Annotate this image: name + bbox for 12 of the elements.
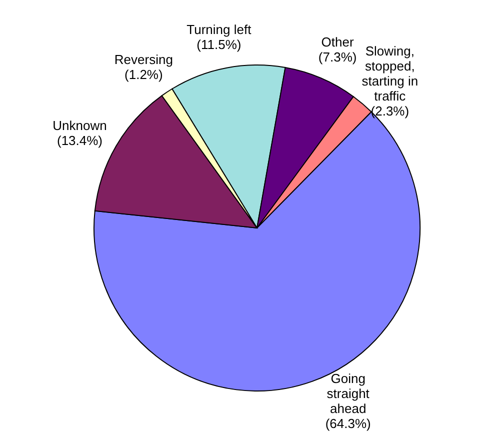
data-label: (64.3%) <box>325 416 371 431</box>
slice-label: Turning left <box>186 22 252 37</box>
slice-label: Going straight ahead <box>326 371 370 416</box>
data-label: (13.4%) <box>56 133 103 148</box>
slice-label: Other <box>321 34 354 50</box>
slice-label: Slowing, stopped, starting in traffic <box>362 44 418 104</box>
data-label: (11.5%) <box>196 36 242 52</box>
slice-label: Reversing <box>114 52 173 67</box>
data-label: (2.3%) <box>370 104 410 119</box>
slice-label: Unknown <box>52 118 107 134</box>
data-label: (7.3%) <box>318 50 357 65</box>
data-label: (1.2%) <box>124 66 163 82</box>
